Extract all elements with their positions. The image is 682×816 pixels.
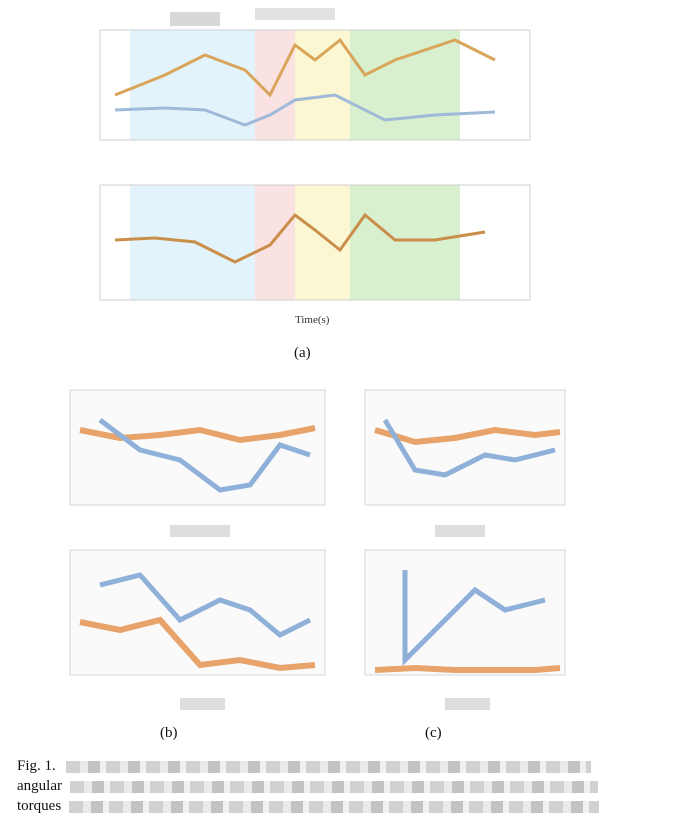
subplot-b-lower — [69, 549, 326, 676]
c-mid-label — [435, 525, 485, 537]
caption-blurred-2 — [69, 780, 598, 793]
figure-a: Time(s) — [55, 0, 555, 345]
figure-b-sublabel: (b) — [160, 725, 178, 741]
b-mid-label — [170, 525, 230, 537]
subplot-a-upper — [99, 29, 531, 141]
caption-word-2: angular — [17, 778, 62, 794]
panel-a-title — [170, 12, 220, 26]
c-upper-orange-series — [374, 426, 561, 446]
upper-series-line-2 — [114, 93, 496, 127]
figure-a-xlabel: Time(s) — [295, 314, 330, 326]
caption-line-3: torques — [17, 796, 617, 816]
lower-axes-frame — [99, 184, 531, 301]
figure-c — [335, 380, 635, 720]
phase-band-3-lower — [295, 185, 350, 300]
caption-line-2: angular — [17, 776, 617, 796]
lower-series-line — [114, 212, 486, 264]
caption-blurred-1 — [65, 760, 591, 773]
c-upper-blue-series — [382, 418, 556, 478]
b-upper-blue-series — [98, 418, 311, 493]
c-lower-frame — [364, 549, 566, 676]
figure-c-sublabel: (c) — [425, 725, 442, 741]
phase-band-3 — [295, 30, 350, 140]
figure-c-plots — [364, 389, 566, 710]
figure-caption: Fig. 1. angular torques — [17, 756, 617, 816]
subplot-a-lower — [99, 184, 531, 301]
caption-word-3: torques — [17, 798, 62, 814]
phase-band-4-lower — [350, 185, 460, 300]
b-xlabel-blur — [180, 698, 225, 710]
figure-a-sublabel: (a) — [294, 345, 311, 361]
subplot-c-upper — [364, 389, 566, 506]
c-lower-blue-series — [402, 570, 546, 667]
figure-b-plots — [69, 389, 326, 710]
phase-band-2-lower — [255, 185, 295, 300]
c-xlabel-blur — [445, 698, 490, 710]
caption-label: Fig. 1. — [17, 758, 56, 774]
caption-blurred-3 — [68, 800, 599, 813]
c-lower-orange-series — [374, 664, 561, 673]
caption-line-1: Fig. 1. — [17, 756, 617, 776]
figure-b — [40, 380, 340, 720]
c-upper-frame — [364, 389, 566, 506]
subplot-b-upper — [69, 389, 326, 506]
upper-series-line — [114, 37, 496, 98]
b-lower-orange-series — [79, 616, 316, 672]
figure-a-plots — [99, 8, 531, 301]
subplot-c-lower — [364, 549, 566, 676]
panel-a-title-2 — [255, 8, 335, 20]
upper-axes-frame — [99, 29, 531, 141]
b-lower-blue-series — [99, 572, 312, 638]
phase-band-4 — [350, 30, 460, 140]
